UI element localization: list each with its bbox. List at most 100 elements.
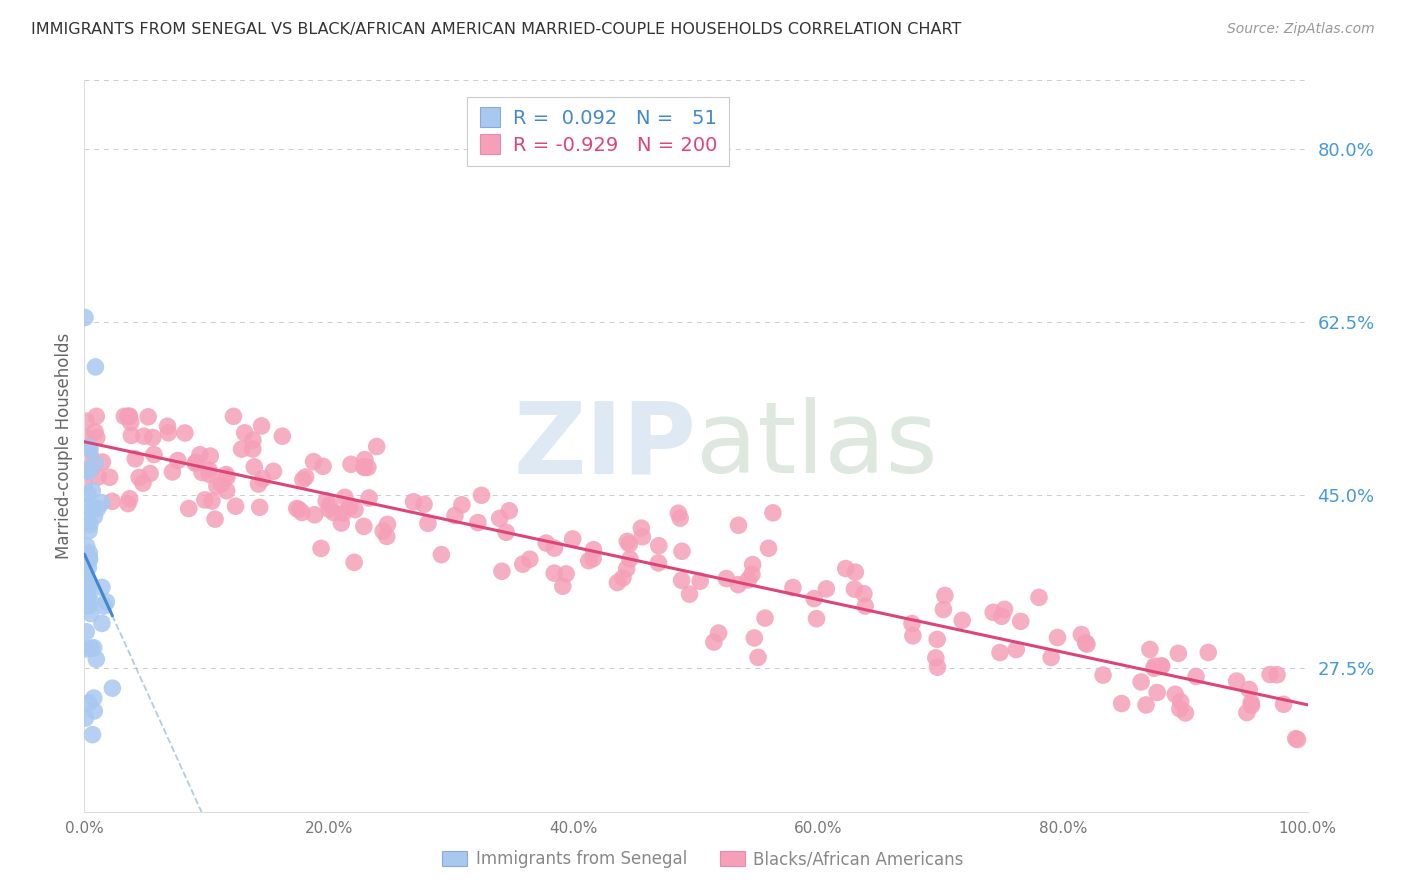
- Point: [166, 453, 188, 467]
- Point: [1265, 667, 1288, 681]
- Point: [1111, 697, 1133, 711]
- Point: [1226, 674, 1249, 689]
- Text: Source: ZipAtlas.com: Source: ZipAtlas.com: [1227, 22, 1375, 37]
- Point: [1167, 646, 1189, 660]
- Point: [727, 518, 749, 533]
- Point: [201, 494, 224, 508]
- Point: [271, 429, 294, 443]
- Point: [83, 640, 105, 655]
- Point: [353, 519, 375, 533]
- Point: [312, 459, 335, 474]
- Point: [291, 506, 314, 520]
- Point: [77, 560, 100, 574]
- Point: [375, 529, 398, 543]
- Point: [79, 448, 101, 462]
- Point: [1076, 637, 1098, 651]
- Point: [1074, 636, 1097, 650]
- Point: [901, 616, 924, 631]
- Point: [927, 660, 949, 674]
- Point: [132, 476, 155, 491]
- Point: [353, 452, 375, 467]
- Point: [194, 492, 217, 507]
- Point: [247, 477, 270, 491]
- Point: [84, 409, 107, 424]
- Point: [741, 558, 763, 572]
- Point: [333, 491, 356, 505]
- Point: [630, 521, 652, 535]
- Point: [75, 414, 97, 428]
- Point: [1046, 631, 1069, 645]
- Point: [263, 464, 285, 478]
- Point: [835, 561, 858, 575]
- Point: [249, 500, 271, 515]
- Point: [1130, 675, 1153, 690]
- Point: [304, 508, 326, 522]
- Point: [1168, 702, 1191, 716]
- Point: [727, 577, 749, 591]
- Point: [77, 599, 100, 613]
- Point: [191, 466, 214, 480]
- Point: [988, 646, 1011, 660]
- Point: [215, 467, 238, 482]
- Text: atlas: atlas: [696, 398, 938, 494]
- Point: [86, 501, 108, 516]
- Point: [853, 599, 876, 613]
- Point: [619, 537, 641, 551]
- Point: [950, 613, 973, 627]
- Point: [470, 488, 492, 502]
- Point: [90, 496, 112, 510]
- Point: [1174, 706, 1197, 720]
- Point: [467, 516, 489, 530]
- Point: [76, 499, 98, 513]
- Point: [1285, 731, 1308, 746]
- Point: [75, 430, 97, 444]
- Point: [75, 462, 97, 476]
- Point: [77, 696, 100, 710]
- Point: [318, 502, 340, 516]
- Point: [1143, 659, 1166, 673]
- Point: [73, 579, 96, 593]
- Point: [852, 587, 875, 601]
- Point: [666, 506, 689, 520]
- Point: [143, 448, 166, 462]
- Point: [157, 425, 180, 440]
- Point: [357, 460, 380, 475]
- Legend: Immigrants from Senegal, Blacks/African Americans: Immigrants from Senegal, Blacks/African …: [436, 844, 970, 875]
- Point: [689, 574, 711, 589]
- Point: [1170, 695, 1192, 709]
- Point: [330, 516, 353, 530]
- Point: [353, 460, 375, 475]
- Point: [901, 629, 924, 643]
- Point: [1185, 669, 1208, 683]
- Point: [582, 551, 605, 566]
- Point: [1236, 706, 1258, 720]
- Point: [184, 455, 207, 469]
- Point: [543, 566, 565, 581]
- Point: [124, 451, 146, 466]
- Point: [82, 483, 104, 498]
- Point: [339, 500, 361, 515]
- Point: [209, 477, 232, 491]
- Point: [73, 575, 96, 590]
- Point: [96, 595, 118, 609]
- Point: [80, 462, 103, 476]
- Point: [136, 409, 159, 424]
- Point: [83, 691, 105, 706]
- Point: [1092, 668, 1115, 682]
- Point: [340, 458, 363, 472]
- Point: [1258, 667, 1281, 681]
- Point: [551, 579, 574, 593]
- Point: [555, 566, 578, 581]
- Point: [1010, 615, 1032, 629]
- Point: [981, 605, 1004, 619]
- Point: [488, 511, 510, 525]
- Point: [77, 580, 100, 594]
- Point: [75, 711, 97, 725]
- Point: [1240, 698, 1263, 713]
- Point: [76, 599, 98, 613]
- Point: [86, 431, 108, 445]
- Point: [156, 419, 179, 434]
- Point: [606, 575, 628, 590]
- Point: [118, 409, 141, 424]
- Point: [815, 582, 838, 596]
